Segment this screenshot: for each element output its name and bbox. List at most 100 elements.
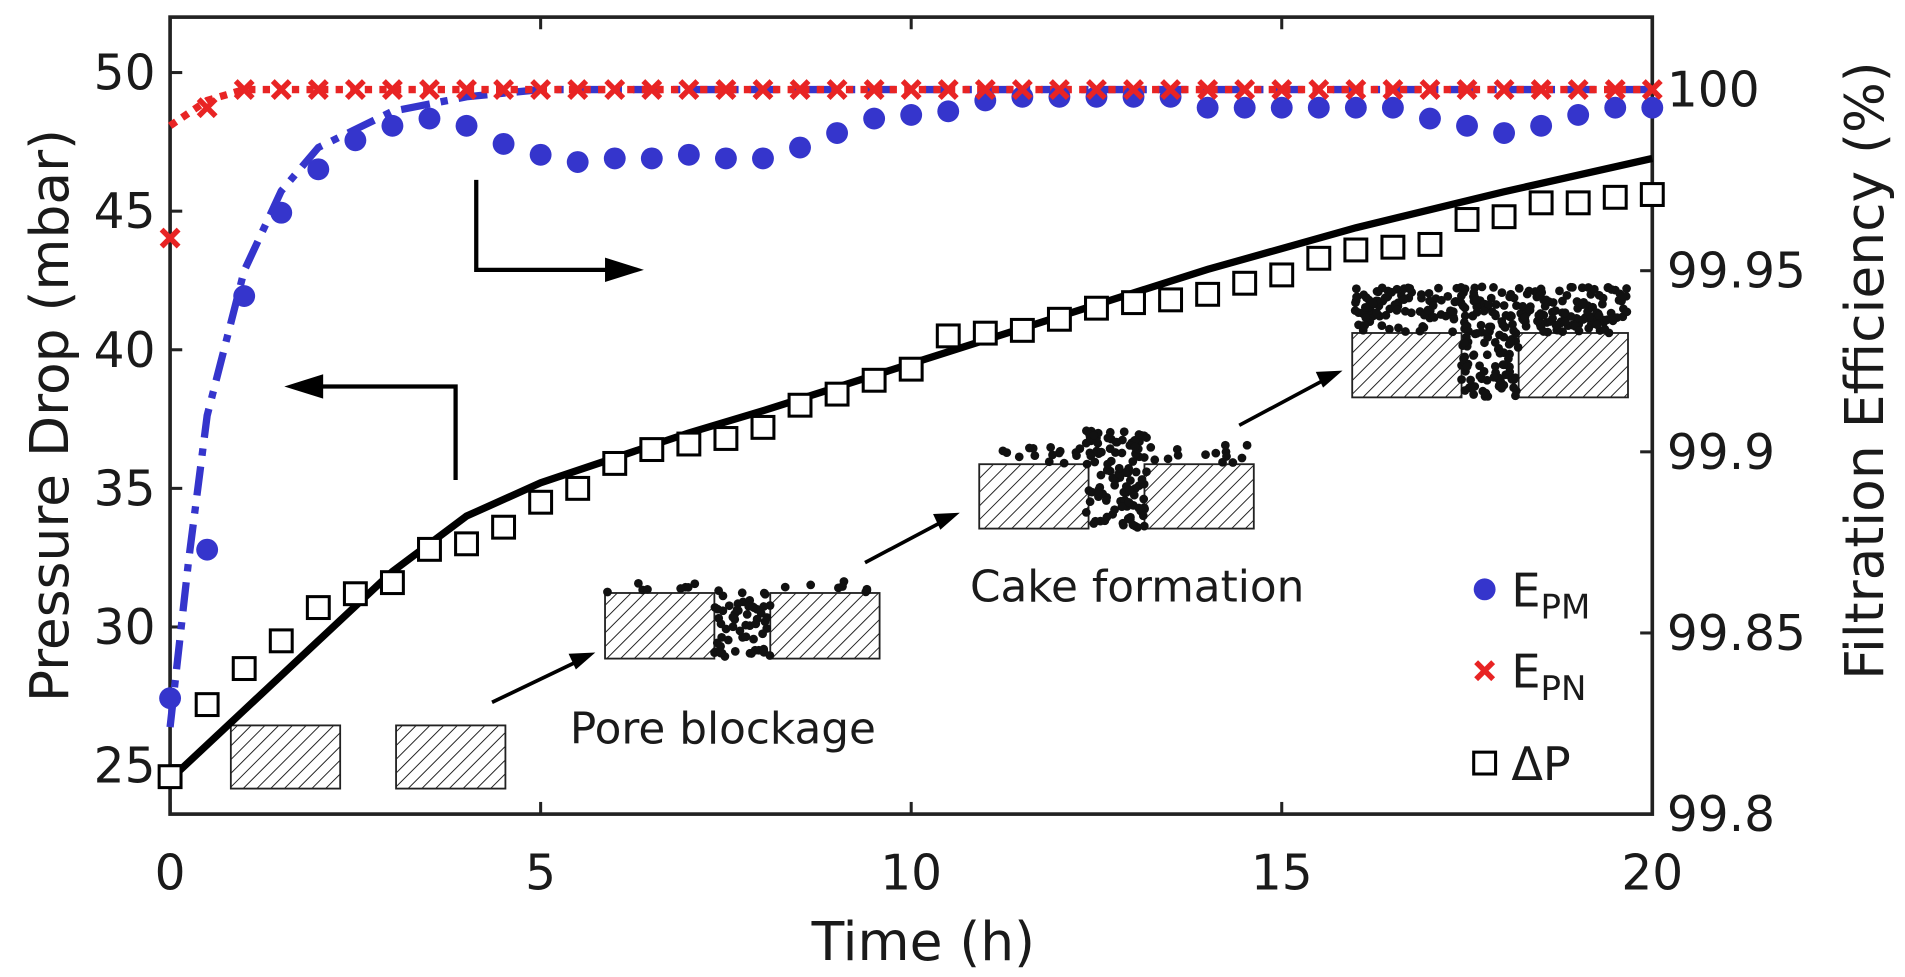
particle (1511, 373, 1520, 383)
point (1306, 245, 1332, 271)
particle (1598, 293, 1608, 303)
particle (1394, 323, 1403, 333)
point (1380, 234, 1406, 260)
point (1381, 96, 1404, 119)
point (1641, 79, 1663, 101)
particle (1460, 352, 1470, 362)
particle (1025, 443, 1034, 453)
particle (1482, 350, 1492, 360)
point (1344, 96, 1367, 119)
legend-marker (1474, 660, 1496, 682)
particle (1470, 382, 1480, 391)
particle (1201, 450, 1210, 459)
particle (1014, 452, 1024, 462)
particle (1479, 306, 1489, 316)
point (752, 147, 774, 170)
particle (1416, 290, 1426, 299)
particle (765, 651, 775, 660)
x-axis-label: Time (h) (811, 910, 1035, 973)
y-axis-label: Pressure Drop (mbar) (18, 129, 81, 702)
particle (1475, 371, 1485, 381)
particle (1372, 287, 1382, 296)
particle (1555, 286, 1564, 296)
particle (1499, 301, 1509, 310)
point (454, 531, 479, 557)
particle (1372, 308, 1382, 318)
point (678, 79, 700, 101)
particle (1103, 459, 1113, 469)
point (677, 143, 700, 166)
particle (745, 648, 755, 658)
particle (1548, 298, 1558, 307)
particle (676, 584, 686, 593)
y2-axis-label: Filtration Efficiency (%) (1833, 61, 1896, 679)
point (566, 151, 589, 173)
particle (1121, 468, 1130, 477)
particle (1351, 284, 1361, 294)
point (604, 79, 626, 101)
point (456, 79, 477, 101)
y-tick-label: 45 (94, 184, 156, 240)
particle (1514, 284, 1524, 293)
particle (1551, 306, 1560, 315)
particle (1054, 448, 1064, 458)
y-tick-label: 35 (94, 461, 156, 517)
particle (1622, 307, 1632, 317)
particle (735, 626, 745, 636)
point (233, 285, 256, 307)
point (1345, 79, 1367, 101)
point (714, 147, 737, 170)
point (1567, 79, 1589, 101)
particle (1578, 300, 1588, 310)
particle (1491, 300, 1501, 309)
particle (1497, 288, 1507, 298)
point (1343, 237, 1369, 263)
particle (1475, 361, 1484, 371)
particle (1128, 457, 1138, 466)
point (863, 107, 886, 130)
point (900, 79, 922, 101)
point (1232, 270, 1258, 296)
particle (1137, 475, 1147, 484)
point (1530, 114, 1553, 137)
particle (1030, 451, 1040, 460)
particle (603, 587, 612, 597)
particle (1110, 448, 1120, 457)
point (603, 147, 626, 170)
point (1454, 207, 1480, 232)
point (1565, 190, 1591, 216)
point (270, 79, 292, 101)
particle (1387, 287, 1397, 297)
particle (1477, 282, 1487, 292)
particle (1405, 283, 1415, 293)
particle (1608, 316, 1618, 326)
particle (1139, 521, 1149, 531)
point (1121, 290, 1146, 316)
y-tick-label: 40 (94, 323, 156, 379)
particle (1501, 311, 1511, 320)
point (713, 426, 739, 451)
legend-marker (1473, 578, 1496, 601)
particle (1400, 306, 1410, 316)
schematic (229, 282, 1632, 790)
particle (1490, 338, 1500, 347)
point (344, 129, 367, 152)
particle (1237, 453, 1247, 463)
particle (1509, 293, 1519, 303)
particle (1350, 306, 1360, 315)
particle (1089, 519, 1099, 528)
point (1602, 184, 1628, 210)
point (898, 356, 924, 382)
point (455, 114, 478, 137)
particle (1524, 286, 1534, 296)
particle (1119, 427, 1129, 437)
point (307, 158, 330, 181)
particle (1589, 284, 1599, 294)
point (307, 79, 329, 101)
particle (1566, 282, 1576, 292)
point (418, 107, 441, 130)
point (493, 79, 515, 101)
point (1604, 79, 1626, 101)
particle (1506, 336, 1515, 346)
particle (1460, 386, 1470, 395)
